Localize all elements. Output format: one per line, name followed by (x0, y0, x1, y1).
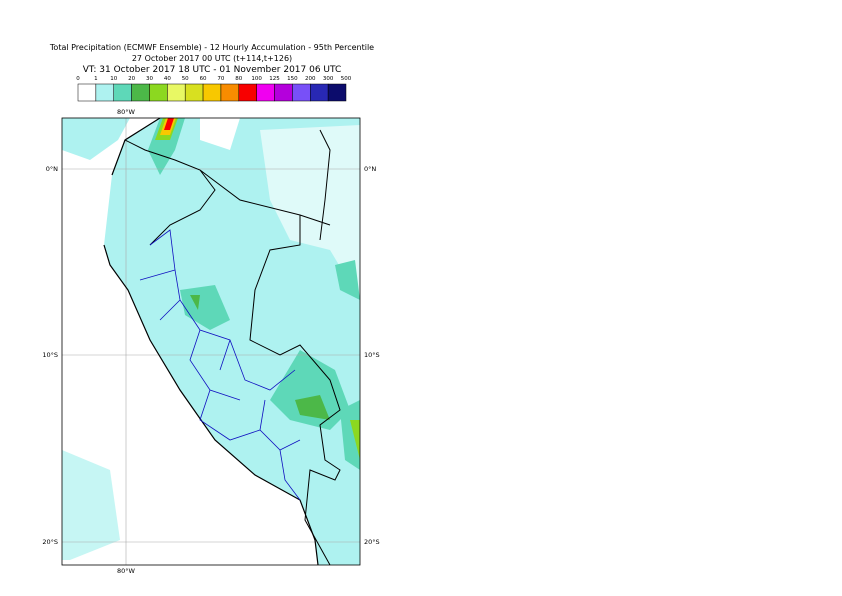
legend-label: 80 (235, 76, 242, 82)
lon-label: 80°W (117, 567, 136, 575)
map: 0°N 0°N 10°S 10°S 20°S 20°S 80°W 80°W (42, 108, 379, 575)
legend-label: 70 (217, 76, 224, 82)
subtitle: 27 October 2017 00 UTC (t+114,t+126) (132, 54, 292, 63)
legend-swatch (131, 83, 150, 102)
legend-swatch (238, 83, 257, 102)
legend-label: 500 (341, 76, 352, 82)
legend-swatch (113, 83, 132, 102)
lat-label: 10°S (364, 351, 380, 359)
title: Total Precipitation (ECMWF Ensemble) - 1… (49, 43, 374, 52)
legend-swatch (149, 83, 168, 102)
lat-label: 20°S (42, 538, 58, 546)
legend-swatch (256, 83, 275, 102)
legend-swatch (220, 83, 240, 102)
legend-swatch (77, 83, 97, 102)
legend-label: 150 (287, 76, 298, 82)
legend-label: 40 (164, 76, 171, 82)
legend-swatch (274, 83, 293, 102)
legend-swatch (202, 83, 222, 102)
lat-label: 0°N (364, 165, 376, 173)
legend-label: 50 (182, 76, 189, 82)
legend-label: 60 (200, 76, 207, 82)
legend-swatch (327, 83, 347, 102)
legend-label: 10 (110, 76, 117, 82)
lon-label: 80°W (117, 108, 136, 116)
legend-label: 100 (251, 76, 262, 82)
lat-label: 10°S (42, 351, 58, 359)
legend-label: 125 (269, 76, 280, 82)
legend-label: 200 (305, 76, 316, 82)
legend: 0 1 10 20 30 40 50 60 70 80 100 125 150 200 300 500 (76, 76, 352, 102)
legend-label: 1 (94, 76, 98, 82)
legend-swatch (95, 83, 114, 102)
legend-swatch (167, 83, 186, 102)
lat-label: 20°S (364, 538, 380, 546)
legend-swatch (310, 83, 329, 102)
legend-swatch (184, 83, 204, 102)
legend-label: 0 (76, 76, 80, 82)
legend-swatch (292, 83, 311, 102)
legend-label: 30 (146, 76, 153, 82)
legend-label: 20 (128, 76, 135, 82)
legend-label: 300 (323, 76, 334, 82)
valid-time: VT: 31 October 2017 18 UTC - 01 November… (83, 65, 342, 75)
lat-label: 0°N (46, 165, 58, 173)
